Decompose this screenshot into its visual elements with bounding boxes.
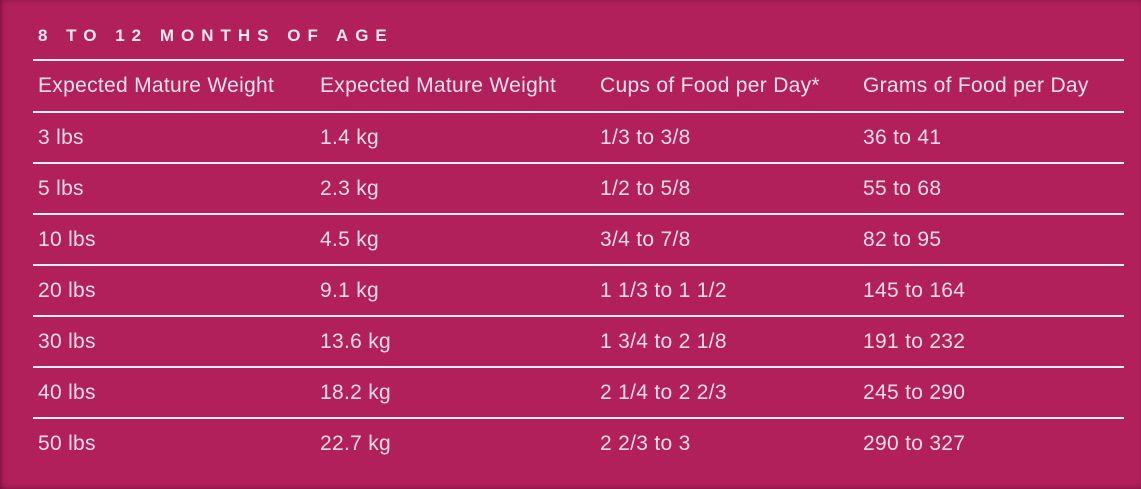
table-row: 20 lbs 9.1 kg 1 1/3 to 1 1/2 145 to 164 xyxy=(33,266,1124,317)
table-row: 3 lbs 1.4 kg 1/3 to 3/8 36 to 41 xyxy=(33,113,1124,164)
cell-mature-weight-kg: 9.1 kg xyxy=(320,278,380,302)
cell-grams-per-day: 290 to 327 xyxy=(863,431,966,455)
column-header-grams-per-day: Grams of Food per Day xyxy=(863,74,1089,97)
cell-grams-per-day: 191 to 232 xyxy=(863,329,966,353)
table-row: 5 lbs 2.3 kg 1/2 to 5/8 55 to 68 xyxy=(33,164,1124,215)
cell-cups-per-day: 2 2/3 to 3 xyxy=(600,431,691,455)
column-header-mature-weight-kg: Expected Mature Weight xyxy=(320,74,557,97)
cell-mature-weight-lbs: 30 lbs xyxy=(38,329,96,353)
cell-mature-weight-kg: 2.3 kg xyxy=(320,176,380,200)
cell-mature-weight-lbs: 40 lbs xyxy=(38,380,96,404)
table-row: 30 lbs 13.6 kg 1 3/4 to 2 1/8 191 to 232 xyxy=(33,317,1124,368)
column-header-mature-weight-lbs: Expected Mature Weight xyxy=(38,74,275,97)
section-title: 8 TO 12 MONTHS OF AGE xyxy=(38,26,394,45)
cell-grams-per-day: 245 to 290 xyxy=(863,380,966,404)
cell-grams-per-day: 145 to 164 xyxy=(863,278,966,302)
table-row: 50 lbs 22.7 kg 2 2/3 to 3 290 to 327 xyxy=(33,419,1124,468)
cell-mature-weight-lbs: 50 lbs xyxy=(38,431,96,455)
cell-mature-weight-lbs: 5 lbs xyxy=(38,176,84,200)
cell-mature-weight-kg: 22.7 kg xyxy=(320,431,391,455)
cell-grams-per-day: 36 to 41 xyxy=(863,125,942,149)
cell-mature-weight-kg: 1.4 kg xyxy=(320,125,380,149)
cell-mature-weight-lbs: 10 lbs xyxy=(38,227,96,251)
cell-mature-weight-kg: 13.6 kg xyxy=(320,329,391,353)
table-row: 40 lbs 18.2 kg 2 1/4 to 2 2/3 245 to 290 xyxy=(33,368,1124,419)
cell-cups-per-day: 1 3/4 to 2 1/8 xyxy=(600,329,727,353)
table-header-row: Expected Mature Weight Expected Mature W… xyxy=(33,59,1124,113)
cell-grams-per-day: 55 to 68 xyxy=(863,176,942,200)
cell-cups-per-day: 2 1/4 to 2 2/3 xyxy=(600,380,727,404)
cell-cups-per-day: 1/2 to 5/8 xyxy=(600,176,691,200)
cell-mature-weight-lbs: 3 lbs xyxy=(38,125,84,149)
cell-mature-weight-kg: 18.2 kg xyxy=(320,380,391,404)
cell-cups-per-day: 1 1/3 to 1 1/2 xyxy=(600,278,727,302)
cell-grams-per-day: 82 to 95 xyxy=(863,227,942,251)
cell-mature-weight-kg: 4.5 kg xyxy=(320,227,380,251)
feeding-guide-table: 8 TO 12 MONTHS OF AGE Expected Mature We… xyxy=(33,0,1124,468)
table-row: 10 lbs 4.5 kg 3/4 to 7/8 82 to 95 xyxy=(33,215,1124,266)
cell-cups-per-day: 3/4 to 7/8 xyxy=(600,227,691,251)
cell-cups-per-day: 1/3 to 3/8 xyxy=(600,125,691,149)
column-header-cups-per-day: Cups of Food per Day* xyxy=(600,74,820,97)
cell-mature-weight-lbs: 20 lbs xyxy=(38,278,96,302)
